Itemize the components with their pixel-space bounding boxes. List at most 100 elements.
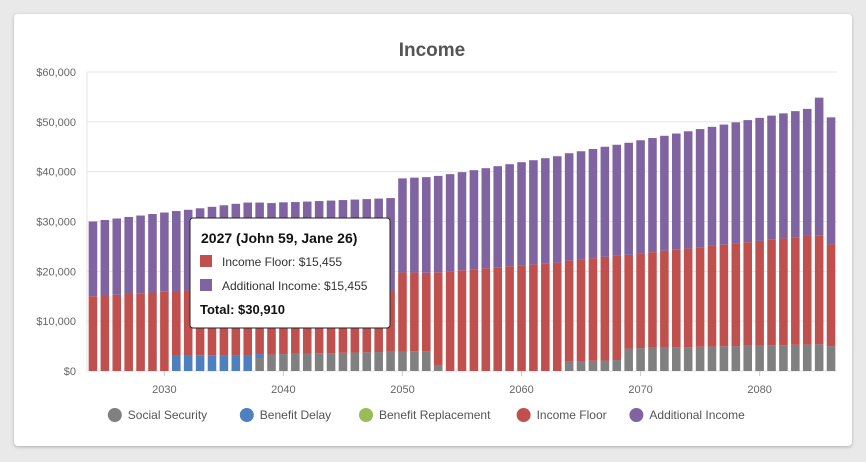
bar-benefit-delay[interactable] bbox=[219, 355, 229, 371]
bar-additional-income[interactable] bbox=[564, 153, 574, 261]
bar-income-floor[interactable] bbox=[660, 250, 669, 348]
bar-additional-income[interactable] bbox=[779, 113, 788, 239]
bar-additional-income[interactable] bbox=[422, 177, 431, 273]
bar-social-security[interactable] bbox=[422, 351, 431, 371]
bar-social-security[interactable] bbox=[410, 351, 419, 371]
bar-additional-income[interactable] bbox=[172, 211, 181, 292]
bar-additional-income[interactable] bbox=[541, 158, 550, 264]
bar-additional-income[interactable] bbox=[136, 215, 145, 294]
bar-income-floor[interactable] bbox=[469, 269, 479, 371]
bar-social-security[interactable] bbox=[683, 347, 693, 371]
bar-additional-income[interactable] bbox=[124, 216, 133, 294]
bar-income-floor[interactable] bbox=[564, 260, 574, 362]
bar-benefit-delay[interactable] bbox=[195, 355, 205, 371]
bar-additional-income[interactable] bbox=[731, 122, 741, 244]
bar-social-security[interactable] bbox=[624, 348, 633, 371]
bar-income-floor[interactable] bbox=[433, 272, 443, 366]
bar-social-security[interactable] bbox=[731, 346, 741, 371]
bar-additional-income[interactable] bbox=[410, 177, 419, 273]
bar-benefit-delay[interactable] bbox=[207, 355, 217, 371]
bar-income-floor[interactable] bbox=[160, 291, 169, 371]
bar-additional-income[interactable] bbox=[826, 117, 836, 245]
bar-additional-income[interactable] bbox=[481, 168, 491, 269]
bar-additional-income[interactable] bbox=[445, 174, 455, 272]
bar-additional-income[interactable] bbox=[160, 212, 169, 292]
bar-additional-income[interactable] bbox=[433, 175, 443, 273]
bar-income-floor[interactable] bbox=[624, 254, 633, 349]
legend-item-income-floor[interactable]: Income Floor bbox=[516, 408, 607, 422]
bar-income-floor[interactable] bbox=[88, 296, 98, 371]
bar-social-security[interactable] bbox=[326, 353, 336, 371]
bar-income-floor[interactable] bbox=[517, 265, 526, 371]
bar-income-floor[interactable] bbox=[802, 235, 812, 345]
bar-benefit-delay[interactable] bbox=[183, 355, 193, 371]
legend-item-benefit-replacement[interactable]: Benefit Replacement bbox=[359, 408, 491, 422]
bar-income-floor[interactable] bbox=[731, 243, 741, 347]
bar-additional-income[interactable] bbox=[648, 138, 657, 253]
bar-additional-income[interactable] bbox=[576, 151, 586, 260]
bar-additional-income[interactable] bbox=[505, 164, 514, 267]
bar-social-security[interactable] bbox=[743, 345, 752, 371]
bar-social-security[interactable] bbox=[767, 345, 776, 371]
bar-additional-income[interactable] bbox=[612, 144, 622, 256]
bar-additional-income[interactable] bbox=[88, 221, 98, 297]
bar-social-security[interactable] bbox=[660, 347, 669, 371]
bar-income-floor[interactable] bbox=[826, 244, 836, 347]
bar-additional-income[interactable] bbox=[743, 120, 752, 243]
bar-additional-income[interactable] bbox=[683, 131, 693, 249]
bar-income-floor[interactable] bbox=[148, 292, 157, 371]
bar-social-security[interactable] bbox=[291, 353, 300, 371]
bar-additional-income[interactable] bbox=[624, 142, 633, 255]
bar-benefit-delay[interactable] bbox=[255, 354, 264, 359]
bar-additional-income[interactable] bbox=[588, 148, 598, 259]
bar-social-security[interactable] bbox=[636, 348, 645, 371]
bar-income-floor[interactable] bbox=[588, 258, 598, 361]
bar-social-security[interactable] bbox=[779, 345, 788, 371]
bar-income-floor[interactable] bbox=[386, 291, 395, 352]
bar-income-floor[interactable] bbox=[743, 242, 752, 346]
bar-social-security[interactable] bbox=[695, 346, 705, 371]
bar-income-floor[interactable] bbox=[398, 272, 407, 352]
bar-social-security[interactable] bbox=[279, 354, 288, 371]
bar-social-security[interactable] bbox=[802, 344, 812, 371]
bar-income-floor[interactable] bbox=[719, 244, 729, 347]
bar-social-security[interactable] bbox=[648, 347, 657, 371]
bar-income-floor[interactable] bbox=[505, 266, 514, 371]
bar-income-floor[interactable] bbox=[172, 291, 181, 356]
bar-additional-income[interactable] bbox=[552, 156, 562, 263]
bar-income-floor[interactable] bbox=[422, 272, 431, 352]
bar-additional-income[interactable] bbox=[660, 135, 669, 251]
bar-benefit-delay[interactable] bbox=[172, 355, 181, 371]
bar-income-floor[interactable] bbox=[100, 295, 110, 372]
bar-income-floor[interactable] bbox=[183, 290, 193, 356]
bar-income-floor[interactable] bbox=[767, 239, 776, 346]
bar-social-security[interactable] bbox=[588, 360, 598, 371]
bar-income-floor[interactable] bbox=[695, 247, 705, 347]
bar-income-floor[interactable] bbox=[410, 272, 419, 352]
bar-additional-income[interactable] bbox=[672, 133, 681, 250]
bar-additional-income[interactable] bbox=[100, 220, 110, 296]
bar-additional-income[interactable] bbox=[148, 214, 157, 293]
bar-additional-income[interactable] bbox=[517, 162, 526, 266]
bar-social-security[interactable] bbox=[350, 352, 360, 371]
bar-social-security[interactable] bbox=[398, 351, 407, 371]
bar-benefit-delay[interactable] bbox=[243, 355, 252, 371]
bar-income-floor[interactable] bbox=[755, 240, 764, 346]
bar-social-security[interactable] bbox=[826, 346, 836, 371]
bar-income-floor[interactable] bbox=[683, 248, 693, 348]
bar-additional-income[interactable] bbox=[398, 178, 407, 273]
bar-additional-income[interactable] bbox=[767, 115, 776, 240]
bar-additional-income[interactable] bbox=[719, 124, 729, 245]
bar-additional-income[interactable] bbox=[469, 170, 479, 270]
bar-additional-income[interactable] bbox=[636, 140, 645, 254]
bar-benefit-delay[interactable] bbox=[231, 355, 241, 371]
bar-additional-income[interactable] bbox=[457, 172, 467, 271]
bar-social-security[interactable] bbox=[791, 344, 800, 371]
bar-additional-income[interactable] bbox=[791, 111, 800, 238]
bar-additional-income[interactable] bbox=[814, 97, 824, 236]
bar-income-floor[interactable] bbox=[445, 271, 455, 371]
bar-income-floor[interactable] bbox=[779, 238, 788, 346]
bar-additional-income[interactable] bbox=[529, 160, 538, 265]
bar-social-security[interactable] bbox=[576, 361, 586, 371]
bar-income-floor[interactable] bbox=[636, 253, 645, 349]
